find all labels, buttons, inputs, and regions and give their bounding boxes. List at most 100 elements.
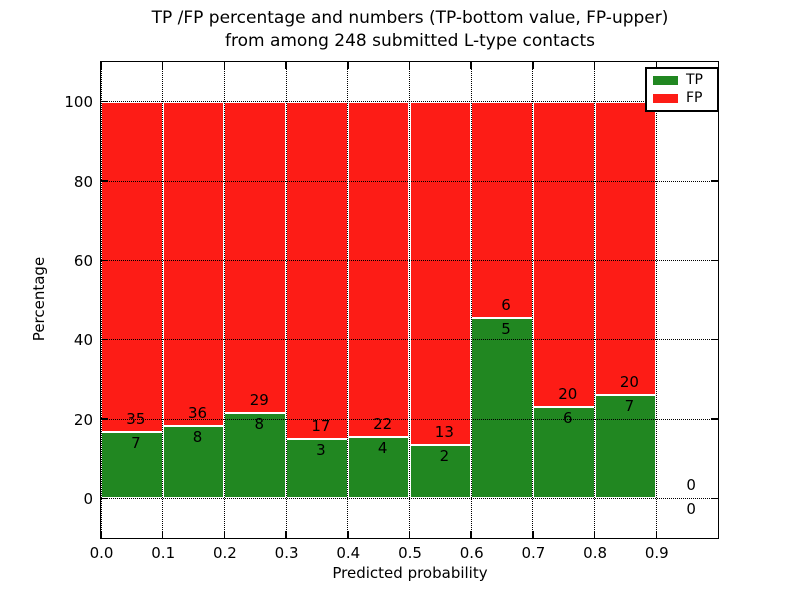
bar-fp-segment [594, 101, 657, 396]
y-tick-mark-right [711, 418, 718, 420]
bar-tp-segment [162, 426, 225, 499]
legend-entry: FP [653, 91, 717, 106]
y-tick-label: 80 [73, 172, 93, 191]
x-gridline [223, 62, 225, 538]
bar-fp-segment [286, 101, 348, 439]
x-gridline [285, 62, 287, 538]
chart-title-line2: from among 248 submitted L-type contacts [224, 31, 595, 51]
bar-fp-segment [101, 101, 163, 433]
x-tick-mark-top [408, 62, 411, 69]
x-tick-mark [161, 531, 164, 538]
legend: TP FP [645, 67, 719, 112]
x-tick-mark-top [223, 62, 226, 69]
x-gridline [594, 62, 596, 538]
x-tick-label: 0.4 [336, 544, 361, 562]
legend-swatch-tp [653, 76, 678, 85]
bar-tp-count-label: 6 [562, 408, 573, 427]
y-tick-mark-right [711, 180, 718, 182]
y-tick-mark [101, 180, 108, 182]
bar-fp-count-label: 29 [249, 390, 269, 409]
bar-fp-count-label: 0 [686, 476, 696, 495]
x-tick-label: 0.3 [274, 544, 299, 562]
x-tick-mark [223, 531, 226, 538]
bar-fp-segment [224, 101, 287, 413]
y-tick-label: 0 [83, 489, 93, 508]
x-tick-label: 0.7 [521, 544, 546, 562]
y-tick-mark [101, 497, 108, 500]
y-tick-mark [101, 338, 108, 341]
x-tick-mark-top [470, 62, 472, 69]
x-tick-mark [655, 531, 658, 538]
x-tick-mark [285, 531, 287, 538]
bar-fp-count-label: 6 [501, 296, 511, 315]
bar-fp-count-label: 36 [188, 404, 208, 423]
x-tick-mark [408, 531, 411, 538]
legend-swatch-fp [653, 94, 678, 103]
x-tick-mark [347, 531, 349, 538]
legend-label-fp: FP [686, 90, 703, 106]
x-tick-mark-top [347, 62, 349, 69]
bar-fp-segment [471, 101, 533, 319]
plot-area: 35 7 36 8 29 8 17 3 22 4 13 2 6 5 20 6 20 7 0 0 [100, 61, 719, 539]
bar-fp-count-label: 17 [311, 416, 331, 435]
y-tick-mark [101, 418, 108, 420]
bar-tp-count-label: 0 [686, 500, 696, 519]
x-tick-mark-top [100, 62, 102, 69]
x-tick-mark-top [655, 62, 658, 69]
bar-fp-count-label: 20 [619, 373, 639, 392]
bar-fp-segment [162, 101, 225, 427]
bar-fp-count-label: 20 [558, 384, 578, 403]
bar-tp-count-label: 8 [254, 414, 265, 433]
x-tick-label: 0.9 [644, 544, 669, 562]
x-tick-label: 0.5 [398, 544, 422, 562]
x-gridline [470, 62, 472, 538]
y-tick-label: 100 [64, 93, 93, 112]
x-tick-mark [532, 531, 534, 538]
legend-label-tp: TP [686, 72, 703, 88]
y-tick-label: 40 [73, 331, 93, 350]
x-gridline [409, 62, 410, 538]
bar-tp-segment [101, 432, 163, 499]
y-gridline [101, 259, 718, 261]
x-gridline [100, 62, 102, 538]
x-gridline [162, 62, 164, 538]
x-tick-label: 0.0 [89, 544, 114, 562]
y-tick-mark-right [711, 259, 718, 262]
y-gridline [101, 418, 718, 420]
x-tick-mark-top [285, 62, 287, 69]
y-gridline [101, 101, 718, 103]
bar-tp-count-label: 2 [439, 447, 450, 466]
x-tick-mark-top [532, 62, 534, 69]
bar-fp-count-label: 35 [126, 410, 146, 429]
x-gridline [655, 62, 657, 538]
bar-tp-segment [286, 438, 348, 499]
bar-tp-count-label: 7 [624, 397, 635, 416]
bar-fp-count-label: 13 [434, 423, 454, 442]
chart-title: TP /FP percentage and numbers (TP-bottom… [100, 7, 720, 53]
bar-tp-count-label: 4 [377, 439, 388, 458]
y-tick-mark [101, 259, 108, 262]
bar-tp-segment [594, 395, 657, 499]
chart-title-line1: TP /FP percentage and numbers (TP-bottom… [151, 8, 669, 28]
bar-fp-segment [409, 101, 472, 446]
y-tick-mark-right [711, 338, 718, 341]
x-tick-mark [593, 531, 596, 538]
bar-fp-count-label: 22 [373, 415, 393, 434]
y-gridline [101, 497, 718, 499]
x-axis-label: Predicted probability [332, 564, 488, 582]
y-tick-label: 60 [73, 251, 93, 270]
bar-fp-segment [532, 101, 595, 407]
x-tick-mark-top [161, 62, 164, 69]
bar-tp-segment [471, 318, 533, 499]
x-gridline [347, 62, 349, 538]
bar-tp-count-label: 7 [131, 434, 141, 453]
y-tick-mark-right [711, 497, 718, 500]
y-tick-label: 20 [73, 410, 93, 429]
y-gridline [101, 180, 718, 182]
bar-tp-count-label: 5 [501, 320, 511, 339]
bar-tp-segment [409, 445, 472, 499]
x-tick-mark [470, 531, 472, 538]
x-tick-label: 0.1 [151, 544, 176, 562]
x-tick-label: 0.8 [583, 544, 608, 562]
